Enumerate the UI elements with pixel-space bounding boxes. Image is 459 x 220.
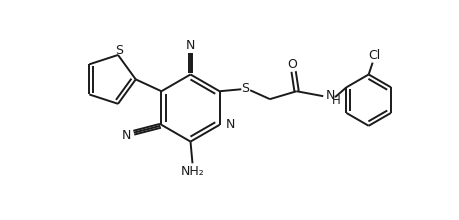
Text: NH₂: NH₂ (180, 165, 204, 178)
Text: S: S (241, 82, 249, 95)
Text: Cl: Cl (368, 49, 380, 62)
Text: S: S (115, 44, 123, 57)
Text: N: N (225, 118, 235, 131)
Text: O: O (287, 58, 297, 71)
Text: N: N (185, 39, 195, 52)
Text: N: N (325, 89, 335, 102)
Text: H: H (331, 94, 340, 107)
Text: N: N (122, 129, 131, 142)
